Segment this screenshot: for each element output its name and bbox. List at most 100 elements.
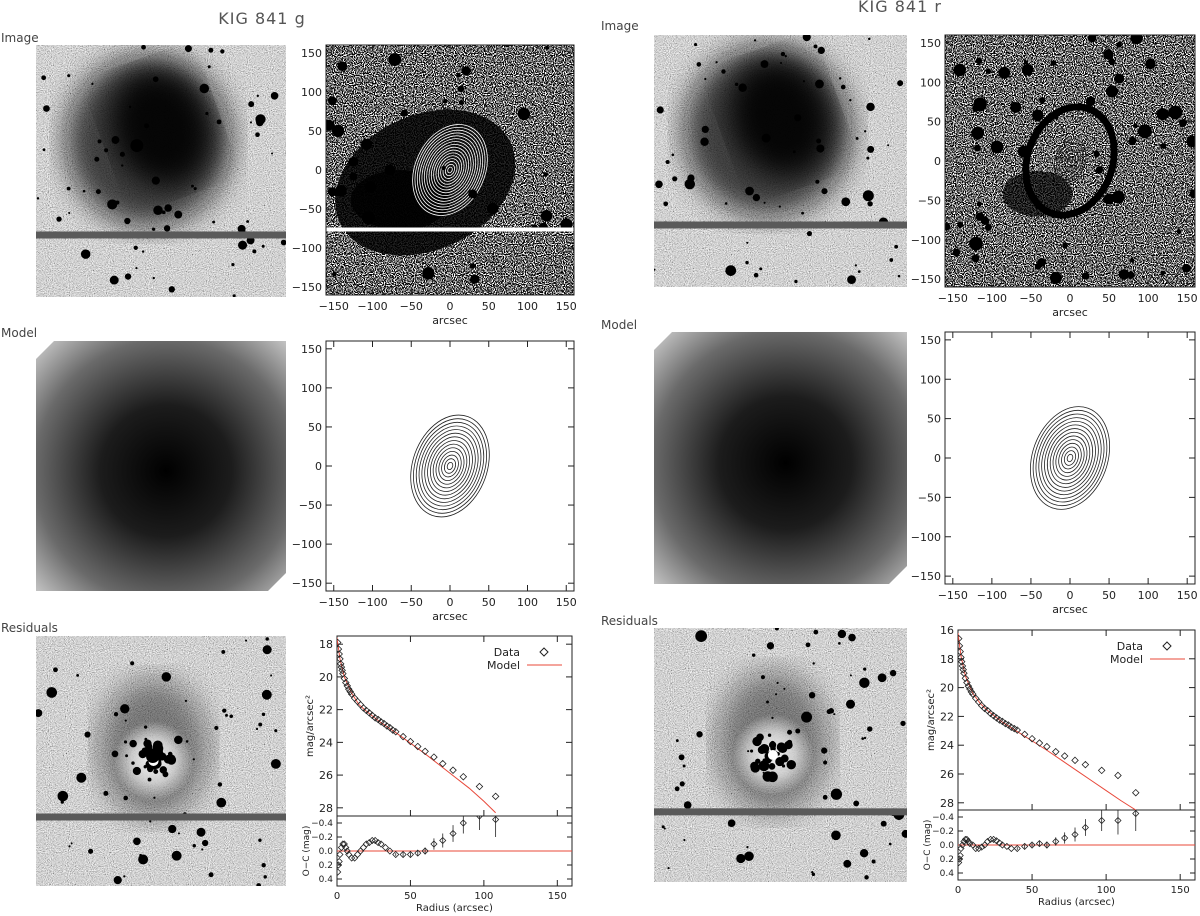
- star: [894, 244, 899, 249]
- star: [774, 628, 779, 631]
- star: [68, 212, 71, 215]
- star: [866, 102, 875, 112]
- star: [441, 165, 446, 171]
- star: [458, 99, 464, 106]
- y-tick-label: 24: [319, 736, 333, 749]
- residual-point: [449, 829, 457, 838]
- model-isophote-contour: [1066, 453, 1074, 463]
- data-point: [958, 653, 965, 662]
- star: [335, 185, 347, 197]
- model-isophote-contour: [1058, 442, 1082, 474]
- star: [150, 758, 154, 762]
- residual-point: [998, 841, 1007, 849]
- star: [151, 227, 156, 231]
- star: [123, 875, 126, 878]
- residual-point: [343, 847, 351, 855]
- x-axis-label: arcsec: [432, 314, 468, 327]
- isophote-contour: [423, 138, 477, 202]
- panel-kig-841-g: KIG 841 g Image Model Residuals −150 −100 −50 0…: [1, 9, 577, 914]
- star: [258, 838, 262, 842]
- star: [808, 691, 816, 699]
- residual-knot: [767, 733, 772, 737]
- residual-point: [340, 840, 348, 848]
- star: [192, 758, 195, 761]
- star: [762, 771, 765, 774]
- star: [202, 839, 209, 847]
- model-isophote-contour: [435, 447, 465, 485]
- residual-knot: [786, 760, 796, 770]
- model-isophote-contour: [1055, 439, 1085, 477]
- star: [849, 98, 852, 102]
- star: [746, 241, 749, 244]
- residual-knot: [167, 751, 173, 757]
- y-tick-label: 100: [920, 76, 941, 89]
- star: [838, 77, 842, 80]
- star: [104, 148, 109, 153]
- residual-point: [492, 816, 500, 824]
- data-point: [414, 742, 422, 751]
- star: [1128, 136, 1137, 145]
- data-point: [1051, 747, 1060, 756]
- star: [795, 728, 801, 734]
- star: [1039, 97, 1046, 104]
- residual-knot: [152, 740, 163, 751]
- star: [867, 201, 873, 207]
- star: [683, 838, 686, 842]
- star: [815, 79, 824, 89]
- star: [174, 210, 183, 219]
- isophote-contour: [447, 166, 453, 174]
- star: [332, 271, 337, 277]
- y-tick-label: 150: [301, 47, 322, 60]
- y-tick-label: 26: [319, 769, 333, 782]
- x-axis-label: Radius (arcsec): [416, 903, 493, 914]
- residual-point: [958, 851, 964, 860]
- star: [656, 106, 664, 114]
- star: [1023, 60, 1028, 65]
- x-tick-label: 0: [447, 300, 454, 313]
- star: [193, 187, 197, 191]
- star: [766, 700, 769, 704]
- star: [327, 187, 337, 197]
- star: [201, 848, 204, 851]
- y-tick-label: 0: [934, 452, 941, 465]
- residual-point: [342, 843, 350, 852]
- residual-y-tick-label: 0.2: [319, 861, 333, 871]
- residual-y-tick-label: 0.0: [319, 847, 334, 857]
- star: [812, 662, 815, 665]
- star: [263, 875, 267, 879]
- star: [76, 772, 87, 783]
- star: [1054, 115, 1059, 120]
- star: [161, 210, 166, 215]
- star: [261, 689, 272, 700]
- star: [540, 210, 553, 222]
- star: [811, 871, 814, 874]
- model-isophote-contour: [1044, 424, 1096, 492]
- y-tick-label: −50: [299, 203, 322, 216]
- panel-title: KIG 841 g: [218, 9, 305, 28]
- star: [125, 754, 129, 758]
- residual-center: [767, 750, 778, 760]
- star: [826, 709, 832, 715]
- isophote-contour: [426, 141, 474, 199]
- model-isophote-contour: [415, 421, 485, 511]
- x-tick-label: 150: [556, 596, 577, 609]
- data-point: [459, 772, 468, 781]
- isophote-contour: [414, 126, 486, 214]
- residual-knot: [768, 762, 776, 770]
- star: [889, 669, 897, 677]
- star: [149, 820, 152, 823]
- isophote-contour: [428, 144, 472, 196]
- data-point: [958, 657, 966, 666]
- star: [671, 153, 675, 157]
- star: [1049, 272, 1062, 284]
- residual-point: [1071, 830, 1079, 839]
- star: [900, 720, 906, 726]
- star: [1108, 58, 1116, 65]
- star: [91, 82, 94, 85]
- star: [845, 699, 856, 709]
- residual-knot: [750, 761, 759, 771]
- star: [760, 675, 765, 680]
- x-tick-label: 0: [1067, 589, 1074, 602]
- star: [849, 674, 852, 677]
- residual-point: [1043, 841, 1051, 849]
